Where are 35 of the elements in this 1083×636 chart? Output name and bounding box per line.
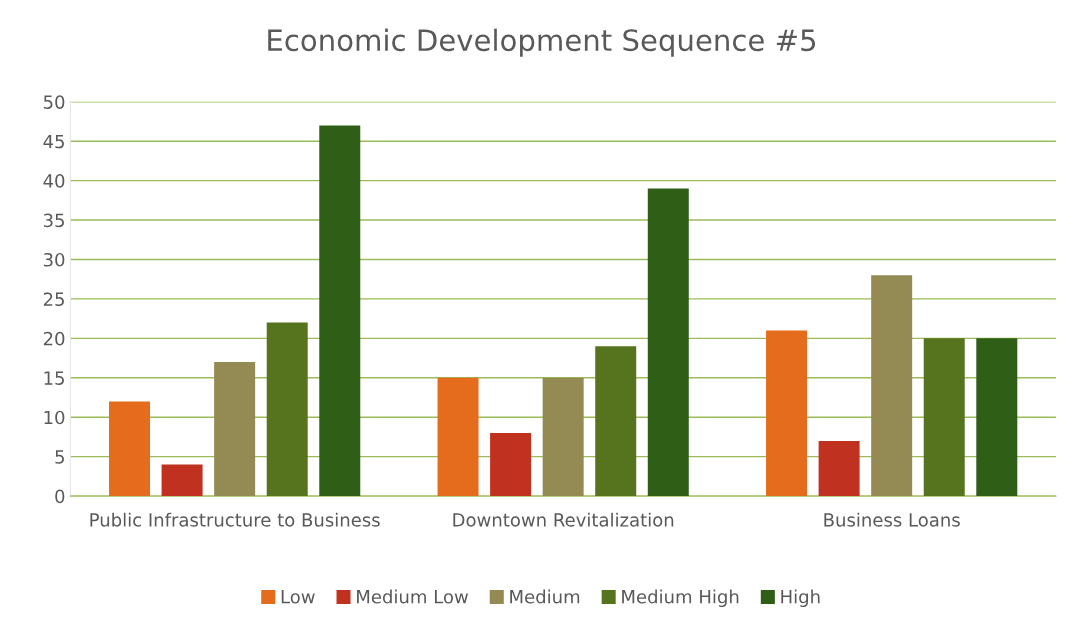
bar [542,377,584,497]
bar [595,346,637,497]
x-tick-label: Business Loans [824,512,960,527]
x-tick-label: Downtown Revitalization [453,512,674,527]
bar [766,330,808,497]
y-tick-label: 0 [55,489,65,504]
y-tick-label: 35 [43,213,64,228]
y-tick-label: 25 [43,292,64,307]
y-tick-label: 20 [43,331,65,346]
legend-label: Medium [510,589,580,604]
legend-label: Medium Low [357,589,469,604]
y-tick-label: 40 [43,174,65,188]
bar [319,125,361,497]
bar [437,377,479,497]
y-tick-label: 45 [43,134,64,149]
bar [490,432,532,497]
bar [266,322,308,497]
x-tick-label: Public Infrastructure to Business [90,512,380,527]
bar [976,338,1018,497]
y-tick-label: 10 [44,410,65,425]
bar [214,362,256,497]
bar [923,338,965,497]
legend-label: High [781,589,820,608]
y-tick-label: 15 [44,371,64,385]
legend-label: Low [281,590,315,604]
bar [818,440,860,497]
legend-label: Medium High [622,589,739,608]
y-tick-label: 5 [55,450,64,464]
bar [871,275,913,497]
chart-title: Economic Development Sequence #5 [268,28,816,57]
y-tick-label: 50 [43,95,65,109]
bar [109,401,151,497]
bar [647,188,689,497]
bar [161,464,203,497]
y-tick-label: 30 [43,252,65,267]
